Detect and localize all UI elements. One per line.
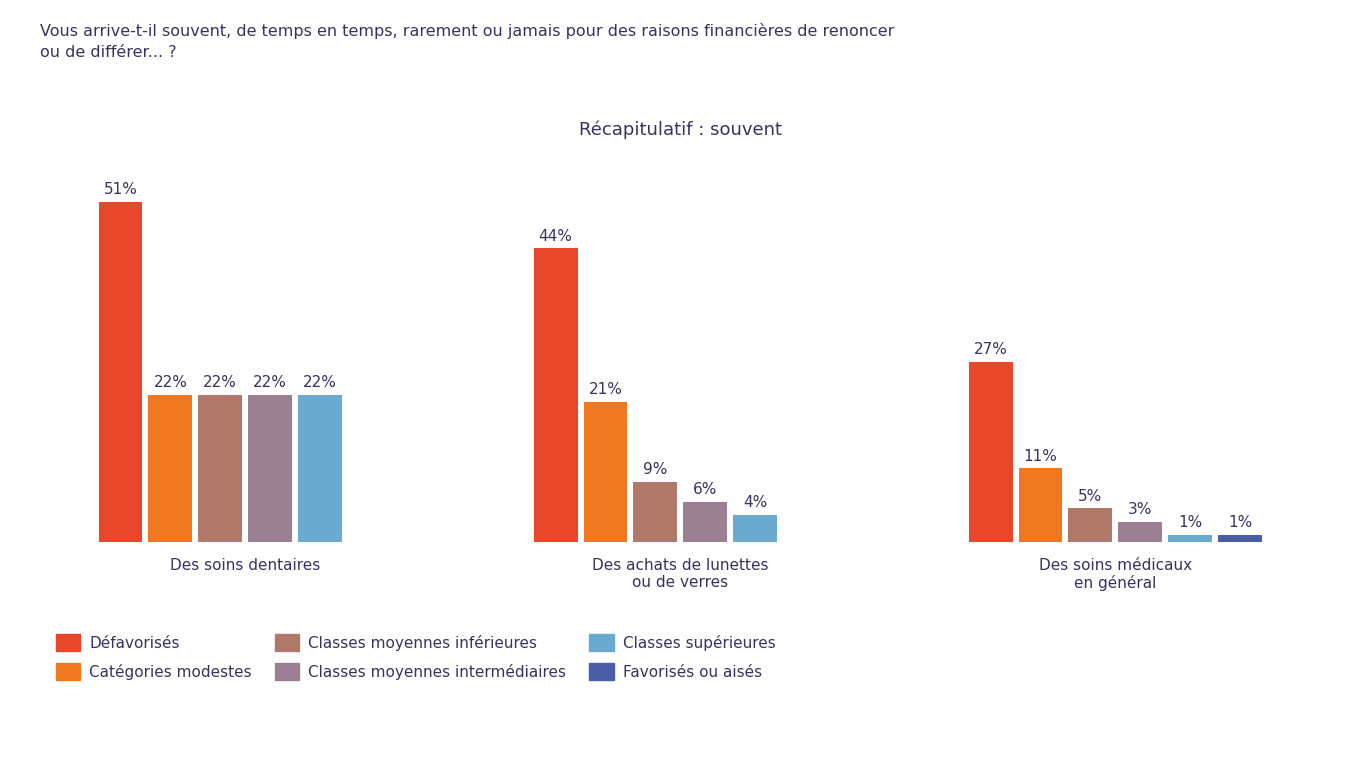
Text: 5%: 5% [1078,488,1103,504]
Text: 4%: 4% [744,495,768,510]
Bar [98,201,143,542]
Text: 22%: 22% [303,375,337,390]
Bar [633,481,678,542]
Text: 1%: 1% [1228,515,1253,530]
Text: 27%: 27% [974,342,1008,357]
Text: 6%: 6% [692,482,718,497]
Bar [1118,522,1162,542]
Bar [1068,509,1113,542]
Bar [1218,535,1262,542]
Bar [298,395,342,542]
Bar [533,248,578,542]
Text: 22%: 22% [253,375,287,390]
Bar [733,515,777,542]
Text: 51%: 51% [104,182,137,197]
Text: Vous arrive-t-il souvent, de temps en temps, rarement ou jamais pour des raisons: Vous arrive-t-il souvent, de temps en te… [40,23,894,60]
Legend: Défavorisés, Catégories modestes, Classes moyennes inférieures, Classes moyennes: Défavorisés, Catégories modestes, Classe… [48,627,784,687]
Text: 3%: 3% [1127,502,1153,517]
Text: 9%: 9% [643,462,668,477]
Bar [198,395,242,542]
Bar [683,502,727,542]
Text: 21%: 21% [589,382,622,397]
Bar [148,395,193,542]
Bar [583,402,628,542]
Text: 11%: 11% [1024,449,1057,464]
Text: 1%: 1% [1179,515,1203,530]
Bar [1018,468,1063,542]
Text: 22%: 22% [203,375,237,390]
Title: Récapitulatif : souvent: Récapitulatif : souvent [579,121,781,139]
Bar [248,395,292,542]
Bar [968,361,1013,542]
Bar [1168,535,1212,542]
Text: 22%: 22% [154,375,187,390]
Text: 44%: 44% [539,228,572,244]
